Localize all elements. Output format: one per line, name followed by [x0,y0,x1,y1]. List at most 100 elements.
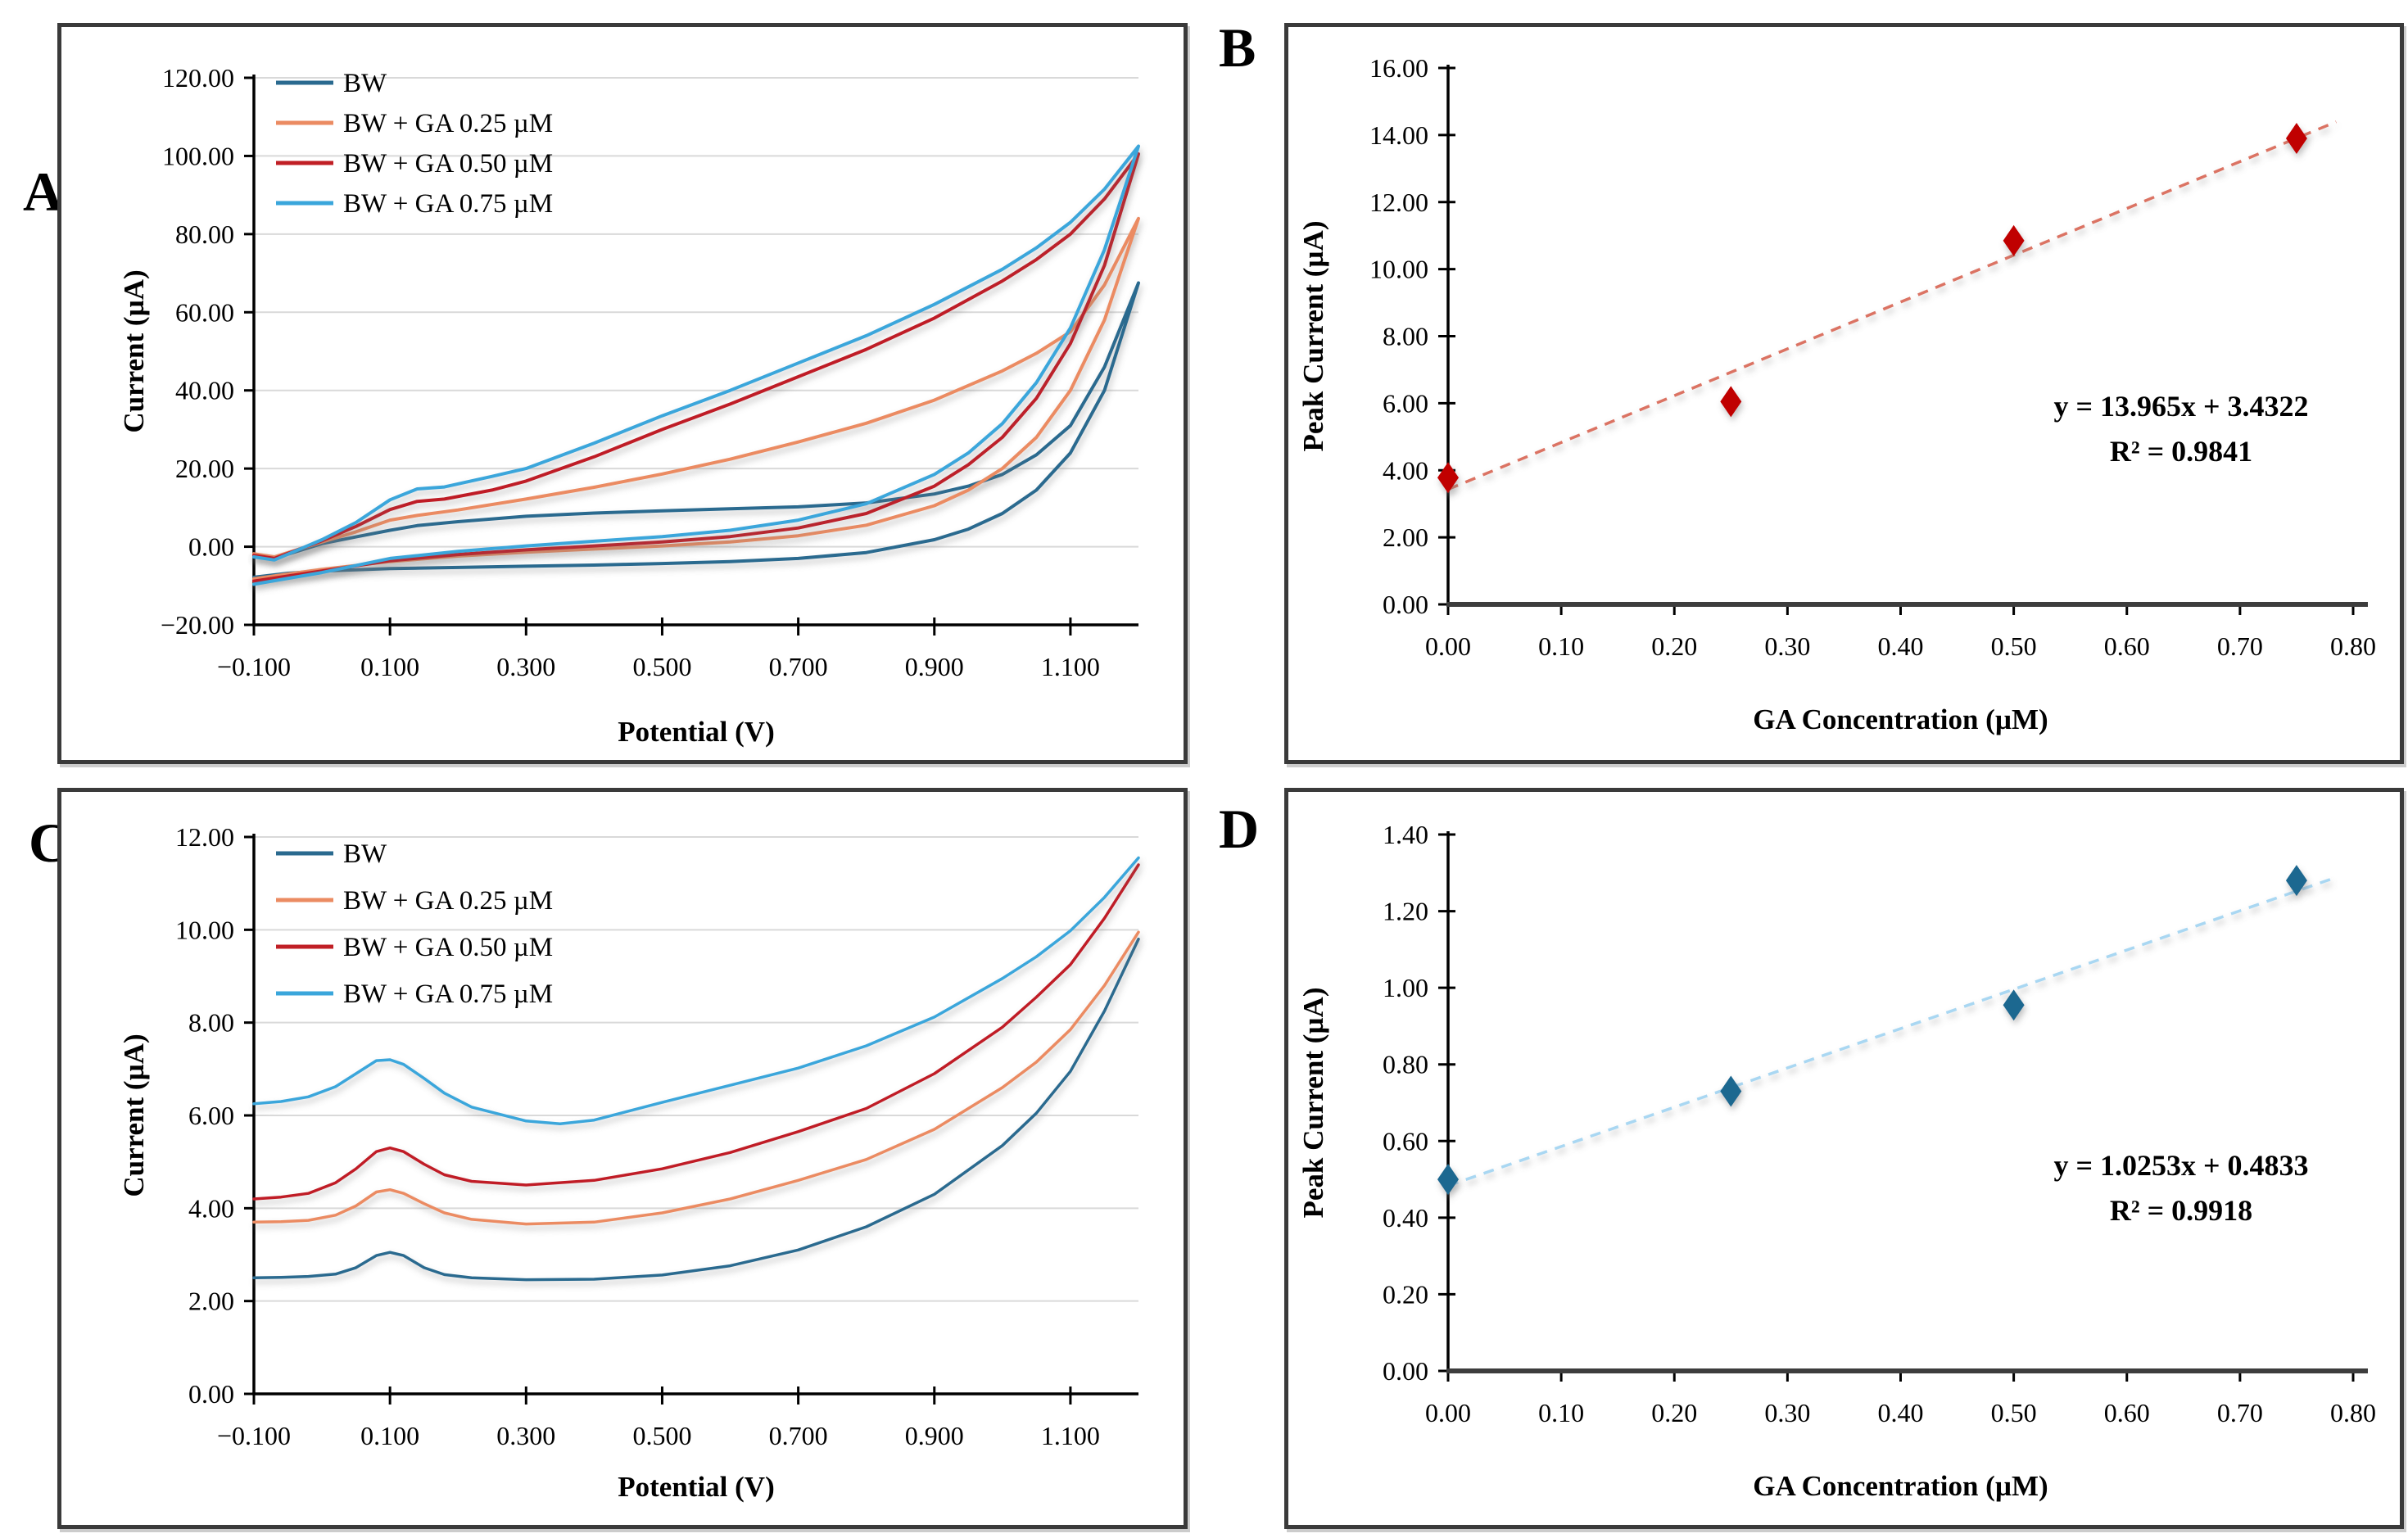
series-line [252,863,1140,1201]
y-tick-label: 6.00 [188,1101,234,1130]
series-line [252,937,1140,1282]
series-line [252,281,1140,579]
legend-label: BW [343,839,387,869]
series-line [252,930,1140,1226]
series-line [252,144,1140,586]
series-line [252,152,1140,583]
y-tick-label: 10.00 [1369,255,1428,284]
y-axis-title: Peak Current (µA) [1297,988,1329,1219]
y-axis-title: Current (µA) [118,1034,150,1196]
y-tick-label: 2.00 [188,1287,234,1316]
x-tick-label: 0.40 [1878,1398,1924,1427]
x-tick-label: 0.20 [1651,1398,1697,1427]
x-axis-title: Potential (V) [618,716,774,748]
y-tick-label: 0.80 [1383,1050,1428,1079]
x-tick-label: 0.700 [769,1421,828,1450]
x-tick-label: 0.00 [1425,1398,1471,1427]
x-tick-label: 0.60 [2104,1398,2150,1427]
x-tick-label: 0.80 [2330,1398,2376,1427]
trendline [1447,875,2337,1187]
y-tick-label: 1.20 [1383,897,1428,926]
x-tick-label: 0.30 [1764,1398,1810,1427]
y-axis-title: Current (µA) [118,269,150,432]
x-tick-label: 0.900 [905,1421,964,1450]
data-point-diamond [1720,386,1742,418]
data-point-diamond [1437,462,1459,494]
x-tick-label: 0.300 [496,652,555,681]
panel-b-calibration-plot: 0.00 2.00 4.00 6.00 8.00 10.00 12.00 14.00 16.00… [1284,23,2404,764]
trendline [1447,120,2337,491]
x-tick-label: 0.50 [1991,1398,2037,1427]
x-tick-label: 0.500 [632,1421,691,1450]
x-tick-label: 0.60 [2104,631,2150,661]
chart-C: 0.00 2.00 4.00 6.00 8.00 10.00 12.00 −0.100 0.10… [118,822,1140,1503]
data-point-diamond [2285,865,2307,897]
y-tick-label: 0.20 [1383,1279,1428,1309]
panel-letter-b: B [1219,16,1256,79]
x-axis-title: Potential (V) [618,1471,774,1503]
x-tick-label: 0.30 [1764,631,1810,661]
y-tick-label: 80.00 [175,219,234,249]
y-tick-label: 1.40 [1383,820,1428,849]
y-tick-label: 4.00 [1383,455,1428,485]
x-tick-label: 0.40 [1878,631,1924,661]
x-tick-label: −0.100 [217,1421,291,1450]
x-tick-label: 0.300 [496,1421,555,1450]
legend-label: BW + GA 0.50 µM [343,149,553,179]
x-tick-label: 1.100 [1041,1421,1100,1450]
chart-B: 0.00 2.00 4.00 6.00 8.00 10.00 12.00 14.00 16.00… [1297,53,2376,735]
panel-c-dpv-curves: 0.00 2.00 4.00 6.00 8.00 10.00 12.00 −0.100 0.10… [57,788,1188,1529]
legend-label: BW + GA 0.75 µM [343,189,553,219]
x-tick-label: 0.00 [1425,631,1471,661]
y-tick-label: 14.00 [1369,120,1428,150]
x-tick-label: 0.80 [2330,631,2376,661]
panel-letter-d: D [1219,798,1260,860]
equation-text: y = 1.0253x + 0.4833 [2053,1149,2308,1182]
data-point-diamond [1437,1164,1459,1196]
x-tick-label: 0.70 [2217,631,2263,661]
data-point-diamond [2003,224,2025,256]
y-tick-label: 12.00 [1369,188,1428,217]
y-tick-label: −20.00 [161,610,234,640]
x-tick-label: 0.20 [1651,631,1697,661]
legend-label: BW [343,69,387,98]
x-tick-label: 0.900 [905,652,964,681]
panel-letter-a: A [23,161,64,223]
equation-text: y = 13.965x + 3.4322 [2053,390,2308,423]
y-tick-label: 0.00 [1383,590,1428,619]
r-squared-text: R² = 0.9841 [2110,435,2252,468]
x-tick-label: 0.70 [2217,1398,2263,1427]
y-tick-label: 10.00 [175,915,234,944]
x-tick-label: 0.500 [632,652,691,681]
chart-A: −20.00 0.00 20.00 40.00 60.00 80.00 100.00 120.… [118,63,1140,748]
x-tick-label: 0.100 [360,652,419,681]
y-tick-label: 2.00 [1383,522,1428,552]
y-axis-title: Peak Current (µA) [1297,221,1329,452]
y-tick-label: 4.00 [188,1193,234,1223]
legend-label: BW + GA 0.25 µM [343,109,553,138]
y-tick-label: 0.00 [1383,1356,1428,1386]
panel-d-calibration-plot: 0.00 0.20 0.40 0.60 0.80 1.00 1.20 1.40 0.00 0.10… [1284,788,2404,1529]
y-tick-label: 1.00 [1383,973,1428,1002]
y-tick-label: 100.00 [162,141,234,170]
x-tick-label: −0.100 [217,652,291,681]
y-tick-label: 12.00 [175,822,234,852]
y-tick-label: 0.00 [188,1379,234,1409]
x-tick-label: 0.10 [1538,1398,1584,1427]
x-axis-title: GA Concentration (µM) [1753,703,2048,735]
series-line [252,216,1140,581]
data-point-diamond [2285,122,2307,154]
y-tick-label: 20.00 [175,454,234,483]
y-tick-label: 16.00 [1369,53,1428,83]
y-tick-label: 0.40 [1383,1203,1428,1233]
y-tick-label: 0.00 [188,532,234,562]
data-point-diamond [2003,989,2025,1021]
x-tick-label: 0.50 [1991,631,2037,661]
series-line [252,856,1140,1125]
y-tick-label: 0.60 [1383,1126,1428,1156]
y-tick-label: 8.00 [1383,322,1428,351]
data-point-diamond [1720,1075,1742,1107]
legend-label: BW + GA 0.25 µM [343,886,553,916]
y-tick-label: 6.00 [1383,388,1428,418]
r-squared-text: R² = 0.9918 [2110,1194,2252,1227]
